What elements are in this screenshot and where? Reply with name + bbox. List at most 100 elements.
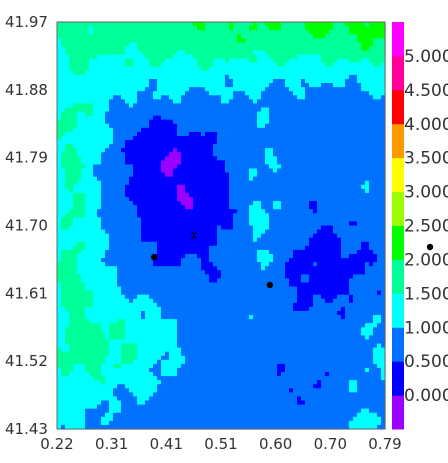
contour-cell [81,176,86,182]
contour-cell [153,262,158,267]
contour-cell [341,140,346,145]
contour-cell [169,229,174,235]
contour-cell [369,46,374,52]
contour-cell [201,38,206,43]
contour-cell [133,262,138,267]
contour-cell [377,192,382,198]
contour-cell [241,225,246,231]
contour-cell [197,184,202,190]
contour-cell [329,172,334,178]
contour-cell [361,78,366,84]
contour-cell [153,70,158,76]
contour-cell [217,160,222,166]
contour-cell [297,103,302,109]
contour-cell [173,46,178,52]
contour-cell [293,74,298,80]
contour-cell [281,111,286,117]
contour-cell [217,176,222,182]
contour-cell [241,237,246,243]
contour-cell [77,229,82,235]
contour-cell [73,229,78,235]
contour-cell [117,245,122,251]
contour-cell [153,54,158,60]
contour-cell [217,135,222,141]
contour-cell [185,225,190,231]
contour-cell [165,172,170,178]
contour-cell [313,46,318,52]
contour-cell [333,237,338,243]
contour-cell [381,99,386,104]
contour-cell [161,30,166,35]
contour-cell [85,99,90,104]
contour-cell [273,54,278,60]
contour-cell [169,131,174,137]
contour-cell [77,213,82,218]
contour-cell [65,249,70,255]
contour-cell [93,34,98,39]
contour-cell [201,127,206,133]
contour-cell [225,103,230,109]
contour-cell [61,91,66,96]
contour-cell [93,221,98,227]
contour-cell [293,160,298,166]
contour-cell [69,91,74,96]
contour-cell [349,197,354,202]
contour-cell [261,253,266,259]
contour-cell [317,209,322,214]
contour-cell [325,30,330,35]
contour-cell [185,164,190,170]
contour-cell [297,233,302,239]
contour-cell [221,245,226,251]
contour-cell [113,91,118,96]
contour-cell [113,209,118,214]
contour-cell [361,156,366,161]
contour-cell [249,119,254,125]
contour-cell [173,233,178,239]
contour-cell [245,95,250,100]
contour-cell [213,135,218,141]
contour-cell [273,131,278,137]
contour-cell [225,168,230,174]
contour-cell [173,54,178,60]
contour-cell [261,172,266,178]
contour-cell [133,160,138,166]
contour-cell [265,233,270,239]
contour-cell [129,217,134,223]
contour-cell [297,168,302,174]
contour-cell [293,205,298,210]
contour-cell [189,192,194,198]
contour-cell [97,253,102,259]
contour-cell [341,253,346,259]
contour-cell [253,74,258,80]
contour-cell [365,233,370,239]
contour-cell [113,26,118,31]
contour-cell [261,237,266,243]
contour-cell [149,140,154,145]
contour-cell [89,148,94,153]
contour-cell [357,237,362,243]
contour-cell [149,180,154,186]
contour-cell [189,119,194,125]
contour-cell [177,83,182,88]
contour-cell [57,201,62,206]
contour-cell [61,266,66,271]
contour-cell [277,111,282,117]
contour-cell [245,205,250,210]
contour-cell [173,50,178,56]
contour-cell [97,221,102,227]
contour-cell [305,205,310,210]
contour-cell [333,180,338,186]
contour-cell [185,160,190,166]
contour-cell [293,180,298,186]
contour-cell [309,66,314,72]
contour-cell [137,123,142,129]
contour-cell [325,87,330,92]
contour-cell [77,99,82,104]
contour-cell [93,249,98,255]
contour-cell [245,148,250,153]
contour-cell [97,217,102,223]
contour-cell [249,262,254,267]
contour-cell [253,245,258,251]
contour-cell [273,87,278,92]
contour-cell [245,197,250,202]
